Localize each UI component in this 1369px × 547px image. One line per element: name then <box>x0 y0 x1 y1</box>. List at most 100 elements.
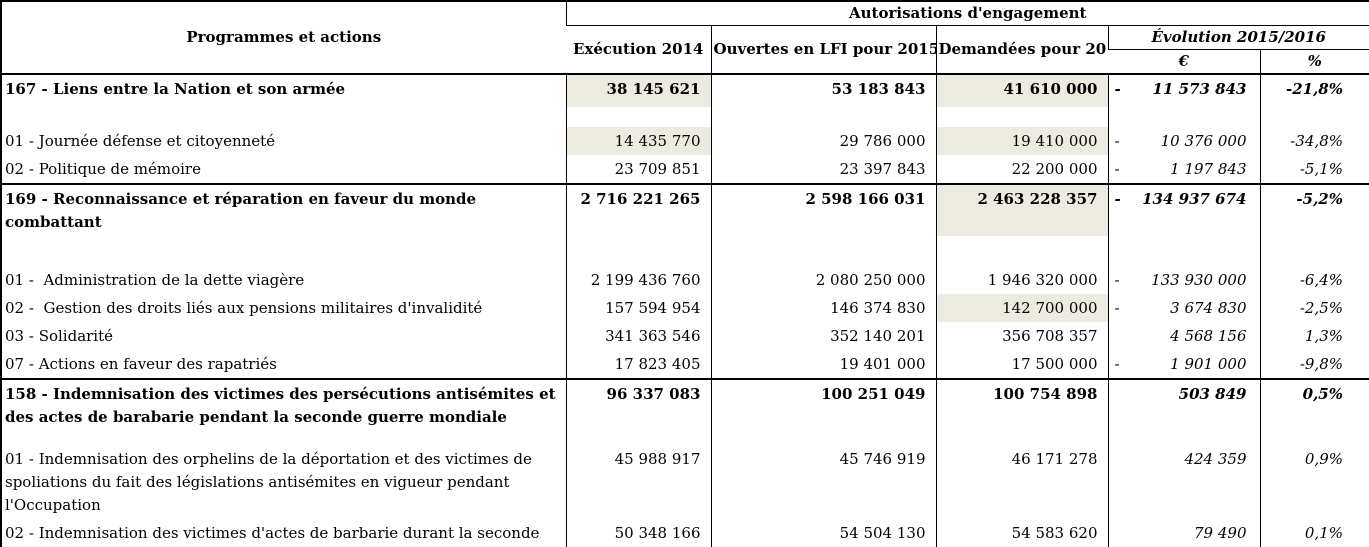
euro-value: 133 930 000 <box>1151 271 1247 289</box>
cell-execution-2014: 50 348 166 <box>565 519 711 547</box>
cell-programme: 03 - Solidarité <box>5 327 114 345</box>
cell-execution-2014: 341 363 546 <box>565 322 711 350</box>
minus-sign: - <box>1114 160 1120 178</box>
cell-evolution-percent-empty <box>1259 431 1369 445</box>
column-header-percent: % <box>1259 49 1369 75</box>
cell-programme: 169 - Reconnaissance et réparation en fa… <box>1 183 566 236</box>
table-row: 02 - Gestion des droits liés aux pension… <box>1 294 1369 322</box>
euro-value: 1 197 843 <box>1170 160 1247 178</box>
minus-sign: - <box>1114 299 1120 317</box>
column-header-demandees-2016: Demandées pour 2016 <box>935 25 1108 75</box>
cell-evolution-euro: - 1 197 843 <box>1107 155 1260 184</box>
table-row: 07 - Actions en faveur des rapatriés 17 8… <box>1 350 1369 379</box>
minus-sign: - <box>1114 80 1121 98</box>
table-row: 167 - Liens entre la Nation et son armée… <box>1 74 1369 107</box>
cell-execution-2014: 45 988 917 <box>565 445 711 519</box>
cell-lfi-2015: 45 746 919 <box>710 445 936 519</box>
minus-sign: - <box>1114 190 1121 208</box>
spacer-row <box>1 236 1369 266</box>
cell-demandees-2016: 17 500 000 <box>935 350 1108 379</box>
cell-evolution-percent: -21,8% <box>1259 74 1369 107</box>
cell-lfi-2015: 53 183 843 <box>710 74 936 107</box>
cell-evolution-percent: -34,8% <box>1259 127 1369 155</box>
cell-evolution-euro: - 133 930 000 <box>1107 266 1260 294</box>
cell-evolution-percent: -5,2% <box>1259 183 1369 236</box>
table-row: 01 - Indemnisation des orphelins de la d… <box>1 445 1369 519</box>
cell-demandees-2016: 46 171 278 <box>935 445 1108 519</box>
cell-programme: 01 - Indemnisation des orphelins de la d… <box>5 450 537 514</box>
table-row: 03 - Solidarité 341 363 546 352 140 201 356… <box>1 322 1369 350</box>
cell-execution-2014: 157 594 954 <box>565 294 711 322</box>
euro-value: 11 573 843 <box>1152 80 1247 98</box>
cell-evolution-percent: -9,8% <box>1259 350 1369 379</box>
cell-demandees-2016-empty <box>935 236 1108 266</box>
spacer-row <box>1 107 1369 127</box>
minus-sign: - <box>1114 271 1120 289</box>
table-row: 01 - Journée défense et citoyenneté 14 43… <box>1 127 1369 155</box>
euro-value: 1 901 000 <box>1170 355 1247 373</box>
cell-execution-2014: 38 145 621 <box>565 74 711 107</box>
cell-programme: 07 - Actions en faveur des rapatriés <box>5 355 277 373</box>
cell-evolution-percent-empty <box>1259 236 1369 266</box>
cell-lfi-2015: 100 251 049 <box>710 378 936 431</box>
column-header-programmes-et-actions: Programmes et actions <box>1 1 566 75</box>
cell-lfi-2015-empty <box>710 236 936 266</box>
cell-evolution-euro: 79 490 <box>1107 519 1260 547</box>
cell-evolution-percent-empty <box>1259 107 1369 127</box>
cell-demandees-2016-empty <box>935 431 1108 445</box>
minus-sign <box>1109 383 1115 406</box>
cell-evolution-euro: - 1 901 000 <box>1107 350 1260 379</box>
cell-programme: 01 - Administration de la dette viagère <box>5 271 305 289</box>
minus-sign: - <box>1114 132 1120 150</box>
cell-lfi-2015: 19 401 000 <box>710 350 936 379</box>
cell-evolution-percent: 0,1% <box>1259 519 1369 547</box>
group-header-autorisations-engagement: Autorisations d'engagement <box>565 1 1369 26</box>
table-row: 169 - Reconnaissance et réparation en fa… <box>1 183 1369 236</box>
euro-value: 503 849 <box>1178 385 1247 403</box>
cell-programme-empty <box>1 431 566 445</box>
cell-lfi-2015: 352 140 201 <box>710 322 936 350</box>
cell-programme: 167 - Liens entre la Nation et son armée <box>5 80 346 98</box>
cell-evolution-percent: -2,5% <box>1259 294 1369 322</box>
cell-demandees-2016: 100 754 898 <box>935 378 1108 431</box>
cell-evolution-euro-empty <box>1107 431 1260 445</box>
table-row: 02 - Indemnisation des victimes d'actes … <box>1 519 1369 547</box>
cell-demandees-2016: 2 463 228 357 <box>935 183 1108 236</box>
cell-evolution-euro-empty <box>1107 107 1260 127</box>
cell-programme: 02 - Indemnisation des victimes d'actes … <box>5 524 540 542</box>
cell-execution-2014-empty <box>565 236 711 266</box>
euro-value: 79 490 <box>1194 524 1247 542</box>
cell-evolution-euro: 4 568 156 <box>1107 322 1260 350</box>
cell-programme: 02 - Politique de mémoire <box>5 160 201 178</box>
cell-lfi-2015: 54 504 130 <box>710 519 936 547</box>
cell-evolution-percent: 0,9% <box>1259 445 1369 519</box>
cell-execution-2014: 2 199 436 760 <box>565 266 711 294</box>
euro-value: 10 376 000 <box>1160 132 1247 150</box>
cell-demandees-2016-empty <box>935 107 1108 127</box>
cell-lfi-2015: 29 786 000 <box>710 127 936 155</box>
euro-value: 134 937 674 <box>1142 190 1247 208</box>
cell-evolution-euro-empty <box>1107 236 1260 266</box>
cell-lfi-2015: 2 080 250 000 <box>710 266 936 294</box>
cell-demandees-2016: 356 708 357 <box>935 322 1108 350</box>
cell-evolution-euro: - 10 376 000 <box>1107 127 1260 155</box>
minus-sign <box>1109 448 1115 471</box>
euro-value: 4 568 156 <box>1170 327 1247 345</box>
cell-lfi-2015: 23 397 843 <box>710 155 936 184</box>
column-header-euro: € <box>1108 49 1260 75</box>
cell-programme: 158 - Indemnisation des victimes des per… <box>1 378 566 431</box>
cell-execution-2014: 96 337 083 <box>565 378 711 431</box>
minus-sign <box>1109 325 1115 348</box>
cell-execution-2014: 2 716 221 265 <box>565 183 711 236</box>
cell-execution-2014: 17 823 405 <box>565 350 711 379</box>
spacer-row <box>1 431 1369 445</box>
cell-demandees-2016: 19 410 000 <box>935 127 1108 155</box>
euro-value: 424 359 <box>1184 450 1247 468</box>
column-header-evolution-2015-2016: Évolution 2015/2016 <box>1107 25 1369 50</box>
cell-lfi-2015: 2 598 166 031 <box>710 183 936 236</box>
column-header-ouvertes-lfi-2015: Ouvertes en LFI pour 2015 <box>710 25 936 75</box>
cell-evolution-percent: 1,3% <box>1259 322 1369 350</box>
cell-demandees-2016: 1 946 320 000 <box>935 266 1108 294</box>
cell-evolution-percent: 0,5% <box>1259 378 1369 431</box>
